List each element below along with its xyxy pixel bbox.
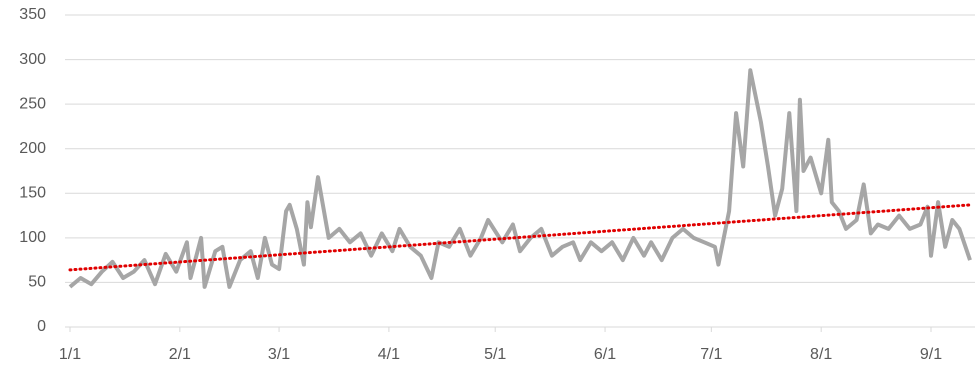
y-tick-label: 100 bbox=[19, 229, 46, 246]
x-tick-label: 4/1 bbox=[378, 346, 400, 363]
x-tick-label: 5/1 bbox=[484, 346, 506, 363]
x-tick-label: 7/1 bbox=[700, 346, 722, 363]
trendline bbox=[68, 203, 972, 272]
x-tick-label: 6/1 bbox=[594, 346, 616, 363]
data-line bbox=[68, 68, 972, 289]
x-tick-label: 3/1 bbox=[268, 346, 290, 363]
y-tick-label: 350 bbox=[19, 6, 46, 23]
x-tick-label: 2/1 bbox=[169, 346, 191, 363]
y-tick-label: 50 bbox=[28, 274, 46, 291]
y-tick-label: 300 bbox=[19, 51, 46, 68]
y-tick-label: 150 bbox=[19, 185, 46, 202]
x-tick-label: 8/1 bbox=[810, 346, 832, 363]
x-tick-label: 1/1 bbox=[59, 346, 81, 363]
y-tick-label: 200 bbox=[19, 140, 46, 157]
y-tick-label: 250 bbox=[19, 95, 46, 112]
y-tick-label: 0 bbox=[37, 318, 46, 335]
x-tick-label: 9/1 bbox=[920, 346, 942, 363]
